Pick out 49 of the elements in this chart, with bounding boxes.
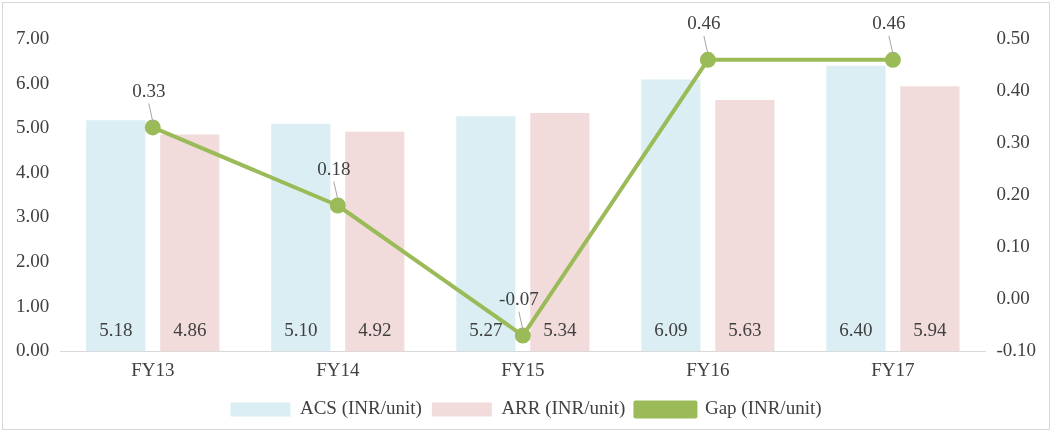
point <box>884 51 901 68</box>
bar <box>86 120 146 352</box>
data-label: 5.34 <box>543 319 577 341</box>
y-tick-label: 6.00 <box>16 71 50 93</box>
y2-tick-label: 0.10 <box>996 235 1030 257</box>
bar <box>160 134 220 352</box>
bar <box>641 79 701 352</box>
x-tick-label: FY14 <box>316 358 360 380</box>
point <box>329 197 346 214</box>
data-label: 6.09 <box>654 319 688 341</box>
point <box>699 51 716 68</box>
data-label: 0.46 <box>872 12 906 34</box>
point <box>144 119 161 136</box>
point <box>514 327 531 344</box>
y-tick-label: 5.00 <box>16 116 50 138</box>
y-tick-label: 4.00 <box>16 160 50 182</box>
data-label: 5.63 <box>728 319 762 341</box>
data-label: 0.18 <box>317 157 351 179</box>
data-label: 0.46 <box>687 12 721 34</box>
bar <box>715 100 775 352</box>
data-label: 0.33 <box>132 79 166 101</box>
x-tick-label: FY17 <box>871 358 915 380</box>
x-tick-label: FY15 <box>501 358 545 380</box>
y2-tick-label: 0.30 <box>996 131 1030 153</box>
y2-tick-label: 0.20 <box>996 183 1030 205</box>
y2-tick-label: 0.50 <box>996 26 1030 48</box>
y-tick-label: 2.00 <box>16 249 50 271</box>
legend-label: Gap (INR/unit) <box>704 397 822 420</box>
legend-label: ARR (INR/unit) <box>501 397 626 420</box>
bar <box>900 86 960 352</box>
data-label: 4.86 <box>173 319 207 341</box>
data-label: 6.40 <box>839 319 873 341</box>
data-label: -0.07 <box>499 288 539 310</box>
y-tick-label: 3.00 <box>16 205 50 227</box>
x-tick-label: FY13 <box>131 358 175 380</box>
bar <box>826 65 886 352</box>
y2-tick-label: -0.10 <box>996 339 1036 361</box>
data-label: 5.10 <box>284 319 318 341</box>
data-label: 5.18 <box>99 319 133 341</box>
y2-tick-label: 0.00 <box>996 287 1030 309</box>
data-label: 5.27 <box>469 319 503 341</box>
y-tick-label: 0.00 <box>16 339 50 361</box>
y-tick-label: 7.00 <box>16 26 50 48</box>
x-tick-label: FY16 <box>686 358 730 380</box>
data-label: 4.92 <box>358 319 392 341</box>
legend-label: ACS (INR/unit) <box>299 397 422 420</box>
data-label: 5.94 <box>913 319 948 341</box>
y-tick-label: 1.00 <box>16 294 50 316</box>
y2-tick-label: 0.40 <box>996 79 1030 101</box>
